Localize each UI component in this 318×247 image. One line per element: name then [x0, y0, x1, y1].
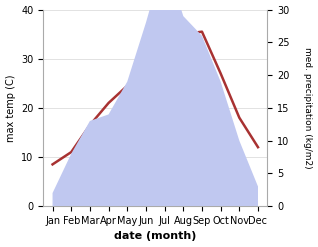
Y-axis label: max temp (C): max temp (C) — [5, 74, 16, 142]
Y-axis label: med. precipitation (kg/m2): med. precipitation (kg/m2) — [303, 47, 313, 169]
X-axis label: date (month): date (month) — [114, 231, 197, 242]
